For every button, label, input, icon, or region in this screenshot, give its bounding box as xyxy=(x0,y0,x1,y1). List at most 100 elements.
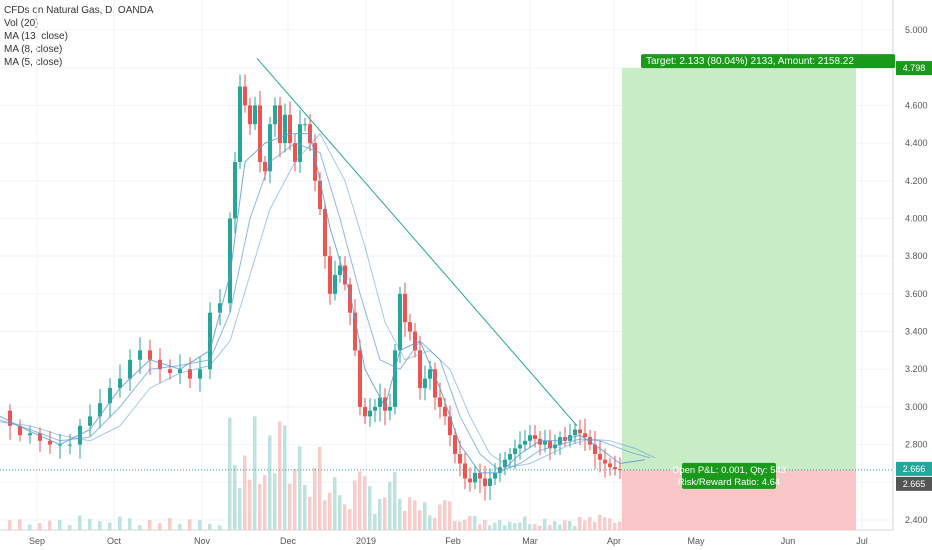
candle-body xyxy=(168,369,172,373)
volume-bar xyxy=(493,522,497,530)
trendline xyxy=(256,57,578,427)
volume-bar xyxy=(308,496,312,530)
volume-bar xyxy=(433,518,437,530)
y-tick-label: 3.600 xyxy=(905,289,928,299)
volume-bar xyxy=(598,514,602,530)
volume-bar xyxy=(343,504,347,530)
volume-bar xyxy=(138,525,142,530)
candle-body xyxy=(303,124,307,126)
candle-body xyxy=(528,435,532,441)
volume-bar xyxy=(273,473,277,530)
volume-bar xyxy=(128,518,132,530)
candle-body xyxy=(463,463,467,479)
volume-bar xyxy=(48,520,52,530)
volume-bar xyxy=(438,504,442,530)
volume-bar xyxy=(513,523,517,530)
volume-bar xyxy=(328,492,332,530)
legend-ma13: MA (13, close) xyxy=(4,31,68,42)
candle-body xyxy=(438,397,442,407)
volume-bar xyxy=(28,524,32,530)
candle-body xyxy=(248,105,252,125)
candle-body xyxy=(403,293,407,323)
candle-body xyxy=(348,284,352,313)
x-tick-label: Oct xyxy=(107,536,122,546)
candle-body xyxy=(28,433,32,436)
volume-bar xyxy=(448,501,452,530)
volume-bar xyxy=(423,502,427,530)
candle-body xyxy=(583,433,587,438)
volume-bar xyxy=(208,523,212,530)
volume-bar xyxy=(588,517,592,530)
ma13-line xyxy=(0,132,656,468)
candle-body xyxy=(108,388,112,404)
candle-body xyxy=(588,437,592,445)
volume-bar xyxy=(558,524,562,530)
legend-title: CFDs on Natural Gas, D, OANDA xyxy=(4,5,154,16)
candle-body xyxy=(38,433,42,441)
candle-body xyxy=(323,209,327,257)
ma8-line xyxy=(0,142,651,472)
volume-bar xyxy=(503,525,507,530)
target-zone xyxy=(622,68,856,470)
volume-bar xyxy=(38,523,42,530)
volume-bar xyxy=(118,516,122,530)
volume-bar xyxy=(453,521,457,530)
candle-body xyxy=(448,416,452,436)
candle-body xyxy=(128,359,132,379)
volume-bar xyxy=(68,525,72,530)
candle-body xyxy=(208,312,212,370)
volume-bar xyxy=(428,515,432,530)
candle-body xyxy=(408,322,412,332)
volume-bar xyxy=(528,524,532,530)
candle-body xyxy=(98,403,102,417)
volume-bar xyxy=(378,498,382,530)
candle-body xyxy=(338,265,342,275)
volume-bar xyxy=(258,484,262,530)
pnl-label-line1: Open P&L: 0.001, Qty: 543 xyxy=(672,465,786,476)
volume-bar xyxy=(508,521,512,530)
candle-body xyxy=(478,472,482,479)
volume-bar xyxy=(538,525,542,530)
candle-body xyxy=(88,416,92,426)
volume-bar xyxy=(198,520,202,530)
volume-bar xyxy=(603,517,607,530)
candle-body xyxy=(398,293,402,351)
volume-bar xyxy=(88,518,92,530)
volume-bar xyxy=(518,522,522,530)
x-tick-label: May xyxy=(687,536,705,546)
volume-bar xyxy=(158,523,162,530)
candle-body xyxy=(443,406,447,417)
volume-bar xyxy=(188,519,192,530)
candle-body xyxy=(483,478,487,487)
candle-body xyxy=(458,454,462,464)
volume-bar xyxy=(318,446,322,530)
volume-bar xyxy=(468,516,472,530)
volume-bar xyxy=(298,446,302,530)
candle-body xyxy=(298,124,302,162)
stop-price-badge-text: 2.665 xyxy=(903,479,926,489)
volume-bar xyxy=(553,521,557,530)
candle-body xyxy=(318,180,322,210)
candle-body xyxy=(498,467,502,473)
candle-body xyxy=(378,397,382,407)
candle-body xyxy=(513,448,517,455)
target-price-badge-text: 4.798 xyxy=(903,63,926,73)
candle-body xyxy=(68,444,72,446)
volume-bar xyxy=(358,471,362,530)
candle-body xyxy=(218,303,222,313)
volume-bar xyxy=(303,484,307,530)
candle-body xyxy=(393,350,397,407)
volume-bar xyxy=(268,435,272,530)
volume-bar xyxy=(563,520,567,530)
candle-body xyxy=(578,429,582,434)
volume-bar xyxy=(568,521,572,530)
volume-bar xyxy=(248,479,252,530)
volume-bar xyxy=(458,521,462,530)
volume-bar xyxy=(573,525,577,530)
x-tick-label: Dec xyxy=(280,536,297,546)
y-tick-label: 4.600 xyxy=(905,100,928,110)
y-tick-label: 3.000 xyxy=(905,402,928,412)
candle-body xyxy=(328,256,332,294)
candle-body xyxy=(288,114,292,144)
